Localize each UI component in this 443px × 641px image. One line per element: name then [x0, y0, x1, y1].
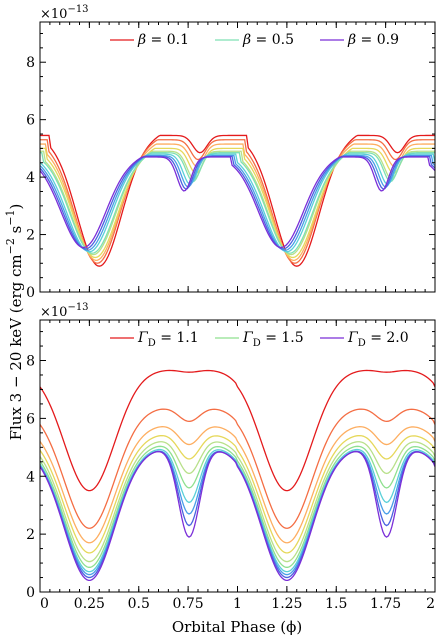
x-axis-title: Orbital Phase (ϕ) — [172, 618, 302, 636]
bottom-y-tick-label: 4 — [26, 469, 35, 485]
bottom-y-tick-label: 0 — [26, 585, 35, 601]
top-series-line-4 — [40, 147, 435, 259]
x-tick-label: 0.75 — [173, 596, 204, 612]
top-series-line-10 — [39, 156, 436, 249]
top-series-group — [39, 134, 436, 267]
top-y-tick-label: 6 — [26, 113, 35, 129]
x-tick-label: 0 — [40, 596, 49, 612]
bottom-series-line-3 — [39, 426, 436, 544]
top-y-tick-label: 8 — [26, 55, 35, 71]
y-axis-title-suffix: ) — [7, 204, 25, 210]
bottom-series-group — [39, 369, 436, 581]
top-series-line-3 — [40, 143, 435, 262]
y-axis-title: Flux 3 − 20 keV (erg cm−2 s−1) — [4, 204, 25, 441]
bottom-legend-label-3: ΓD = 2.0 — [347, 330, 409, 349]
bottom-x-ticks: 0 0.25 0.5 0.75 1 1.25 1.5 1.75 2 — [39, 320, 436, 612]
bottom-y-tick-label: 6 — [26, 411, 35, 427]
top-series-line-9 — [39, 155, 436, 250]
x-tick-label: 1.75 — [370, 596, 401, 612]
bottom-legend: ΓD = 1.1 ΓD = 1.5 ΓD = 2.0 — [110, 330, 409, 349]
bottom-multiplier: ×10−13 — [40, 302, 89, 320]
x-tick-label: 2 — [426, 596, 435, 612]
x-tick-label: 1 — [233, 596, 242, 612]
bottom-y-tick-label: 2 — [26, 527, 35, 543]
top-legend-label-3: β = 0.9 — [347, 32, 399, 48]
top-series-line-8 — [39, 154, 436, 251]
bottom-series-line-5 — [39, 441, 436, 563]
top-series-line-7 — [39, 153, 436, 253]
bottom-y-tick-label: 8 — [26, 354, 35, 370]
top-y-ticks: 0 2 4 6 8 — [26, 32, 435, 301]
y-axis-title-exp2: −1 — [4, 209, 17, 225]
bottom-legend-label-2: ΓD = 1.5 — [242, 330, 304, 349]
bottom-series-line-6 — [39, 445, 436, 568]
top-x-ticks — [39, 22, 436, 292]
top-series-line-6 — [40, 152, 435, 254]
top-y-tick-label: 0 — [26, 285, 35, 301]
top-y-tick-label: 2 — [26, 228, 35, 244]
top-multiplier: ×10−13 — [40, 4, 89, 22]
x-tick-label: 1.25 — [271, 596, 302, 612]
bottom-series-line-7 — [39, 448, 436, 573]
bottom-series-line-10 — [39, 450, 436, 581]
top-series-line-1 — [40, 134, 435, 267]
top-panel: ×10−13 0 2 4 6 8 β = 0.1 β = 0.5 β = 0.9 — [26, 4, 436, 301]
top-y-tick-label: 4 — [26, 170, 35, 186]
x-tick-label: 0.25 — [74, 596, 105, 612]
x-tick-label: 0.5 — [128, 596, 150, 612]
top-legend-label-1: β = 0.1 — [137, 32, 189, 48]
top-series-line-5 — [40, 150, 435, 256]
bottom-series-line-4 — [39, 434, 436, 554]
bottom-series-line-2 — [39, 408, 436, 529]
bottom-legend-label-1: ΓD = 1.1 — [137, 330, 199, 349]
y-axis-title-mid: s — [7, 226, 25, 238]
x-tick-label: 1.5 — [325, 596, 347, 612]
y-axis-title-prefix: Flux 3 − 20 keV (erg cm — [7, 254, 25, 440]
y-axis-title-exp1: −2 — [4, 238, 17, 254]
top-legend-label-2: β = 0.5 — [242, 32, 294, 48]
bottom-y-ticks: 0 2 4 6 8 — [26, 331, 435, 601]
bottom-panel: ×10−13 0 2 4 6 8 0 0.25 0.5 0.75 1 1.25 1.5 1.75 2 Γ… — [26, 302, 436, 636]
top-legend: β = 0.1 β = 0.5 β = 0.9 — [110, 32, 399, 48]
bottom-series-line-1 — [39, 369, 436, 492]
top-series-line-2 — [40, 139, 435, 264]
